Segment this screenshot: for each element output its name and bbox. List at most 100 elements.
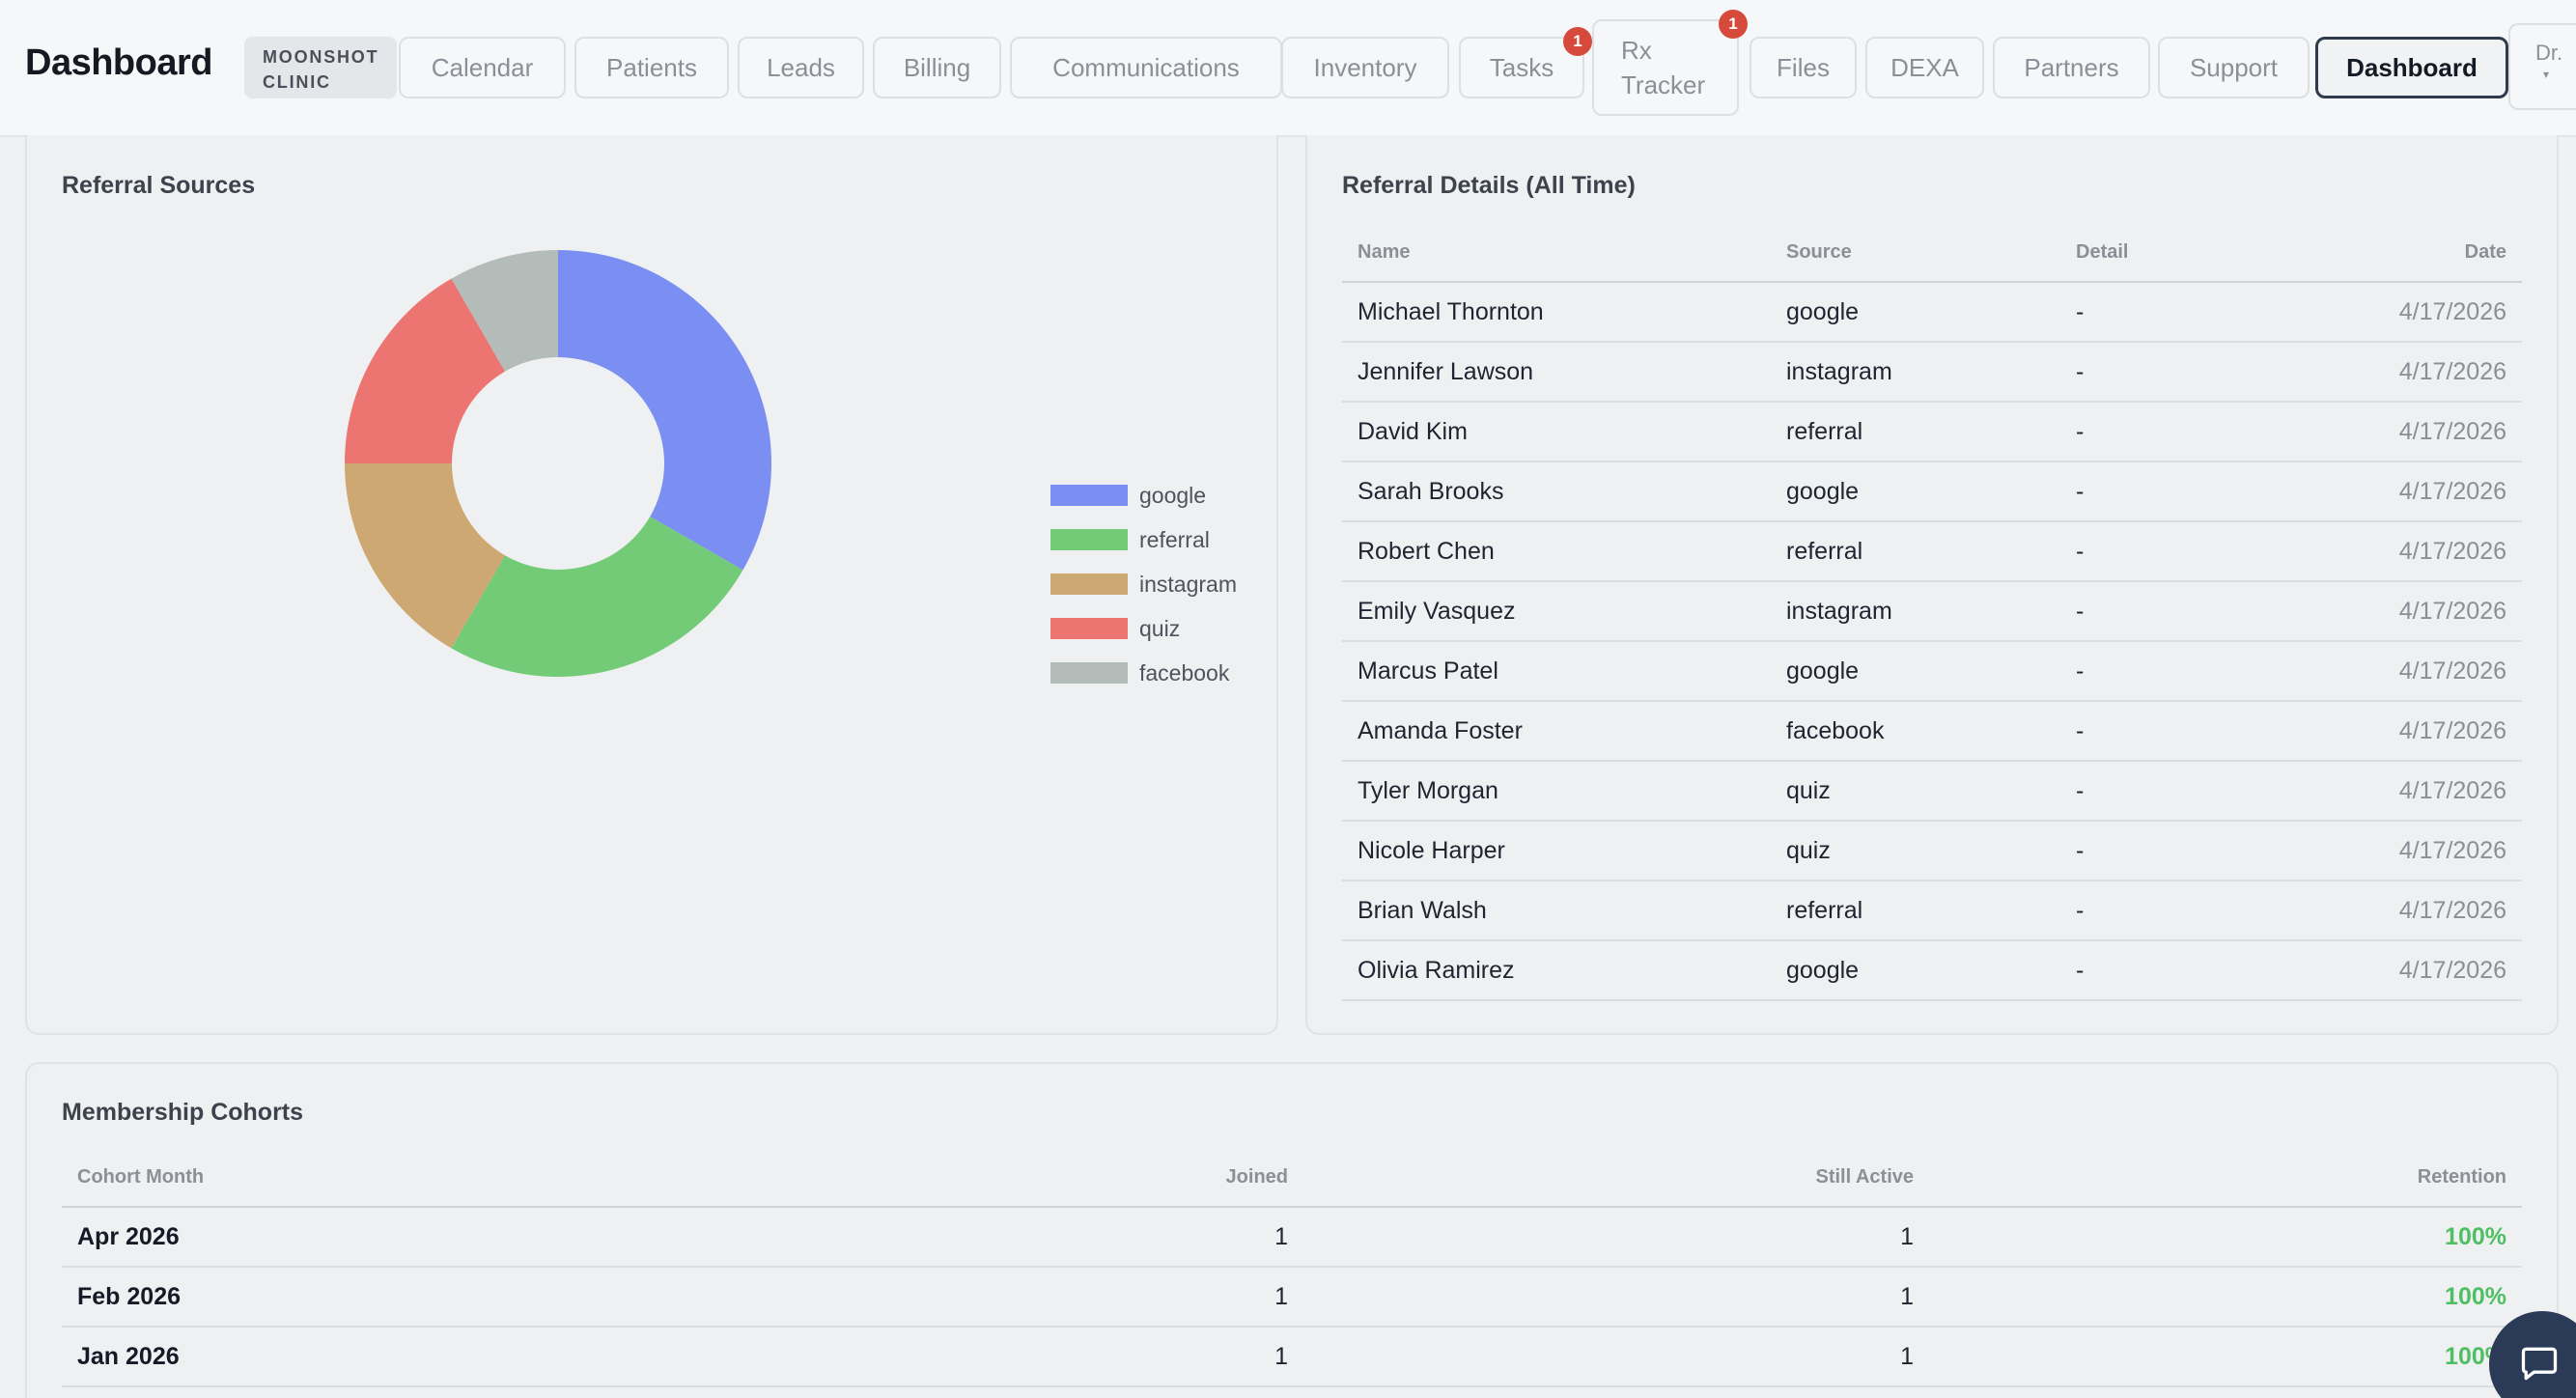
nav-tab-calendar[interactable]: Calendar [399,37,566,98]
legend-entry-instagram[interactable]: instagram [1050,562,1237,606]
table-row: Olivia Ramirez google -4/17/2026 [1342,940,2522,1001]
legend-entry-google[interactable]: google [1050,473,1237,517]
page-title: Dashboard [25,42,212,83]
cell-date: 4/17/2026 [2288,521,2522,582]
donut-slice-facebook[interactable] [451,250,559,372]
referral-sources-card: Referral Sources google referral instagram… [25,135,1278,1035]
cell-name: Robert Chen [1342,521,1786,582]
table-row: Feb 2026 1 1 100% [62,1267,2522,1328]
table-header-row: Cohort Month Joined Still Active Retenti… [62,1149,2522,1208]
nav-tab-dexa[interactable]: DEXA [1865,37,1984,98]
cell-name: Michael Thornton [1342,282,1786,343]
legend-entry-quiz[interactable]: quiz [1050,606,1237,651]
legend-swatch [1050,485,1128,506]
nav-tab-files[interactable]: Files [1750,37,1857,98]
rx-tracker-notification-badge: 1 [1719,10,1748,39]
cell-name: Amanda Foster [1342,701,1786,762]
user-menu-button[interactable]: Dr. ▾ [2508,23,2576,110]
cell-date: 4/17/2026 [2288,940,2522,1001]
cell-source: quiz [1786,821,2076,881]
cell-name: Brian Walsh [1342,881,1786,941]
table-row: Tyler Morgan quiz -4/17/2026 [1342,761,2522,822]
cell-source: facebook [1786,701,2076,762]
table-row: Apr 2026 1 1 100% [62,1207,2522,1268]
membership-cohorts-table: Cohort Month Joined Still Active Retenti… [62,1149,2522,1387]
cell-date: 4/17/2026 [2288,701,2522,762]
cell-source: referral [1786,521,2076,582]
cell-date: 4/17/2026 [2288,402,2522,462]
cell-date: 4/17/2026 [2288,342,2522,403]
cell-date: 4/17/2026 [2288,821,2522,881]
column-header-retention: Retention [1914,1149,2522,1208]
cell-retention: 100% [1914,1327,2522,1387]
nav-tab-inventory[interactable]: Inventory [1281,37,1449,98]
nav-tab-dashboard[interactable]: Dashboard [2315,37,2508,98]
legend-swatch [1050,529,1128,550]
cell-source: instagram [1786,342,2076,403]
nav-tab-communications[interactable]: Communications [1010,37,1282,98]
table-row: Nicole Harper quiz -4/17/2026 [1342,821,2522,881]
table-row: David Kim referral -4/17/2026 [1342,402,2522,462]
donut-slice-google[interactable] [558,250,771,571]
nav-tab-leads[interactable]: Leads [738,37,864,98]
rx-tracker-label-line-2: Tracker [1621,70,1706,99]
chat-bubble-icon [2521,1347,2558,1381]
legend-entry-facebook[interactable]: facebook [1050,651,1237,695]
cell-detail: - [2076,461,2288,522]
cell-still-active: 1 [1288,1267,1914,1328]
table-row: Jan 2026 1 1 100% [62,1327,2522,1387]
cell-source: instagram [1786,581,2076,642]
nav-tab-support[interactable]: Support [2158,37,2310,98]
cell-name: Emily Vasquez [1342,581,1786,642]
cell-name: Sarah Brooks [1342,461,1786,522]
cell-date: 4/17/2026 [2288,641,2522,702]
cell-name: Marcus Patel [1342,641,1786,702]
column-header-cohort-month: Cohort Month [62,1149,738,1208]
clinic-badge: MOONSHOT CLINIC [244,37,397,98]
cell-detail: - [2076,641,2288,702]
cell-source: google [1786,461,2076,522]
clinic-name-line-2: CLINIC [263,72,331,92]
nav-tab-billing[interactable]: Billing [873,37,1001,98]
legend-label: instagram [1139,571,1237,597]
donut-slice-quiz[interactable] [345,278,505,463]
cell-retention: 100% [1914,1207,2522,1268]
table-row: Robert Chen referral -4/17/2026 [1342,521,2522,582]
cell-joined: 1 [738,1267,1288,1328]
cell-name: Tyler Morgan [1342,761,1786,822]
cell-detail: - [2076,821,2288,881]
legend-entry-referral[interactable]: referral [1050,517,1237,562]
rx-tracker-label-line-1: Rx [1621,36,1652,65]
nav-tab-rx-tracker[interactable]: Rx Tracker [1592,19,1739,116]
table-row: Brian Walsh referral -4/17/2026 [1342,881,2522,941]
referral-details-title: Referral Details (All Time) [1342,172,1636,199]
referral-sources-legend: google referral instagram quiz facebook [1050,473,1237,695]
cell-still-active: 1 [1288,1207,1914,1268]
cell-source: google [1786,282,2076,343]
cell-detail: - [2076,940,2288,1001]
cell-joined: 1 [738,1327,1288,1387]
column-header-source: Source [1786,224,2076,283]
cell-source: google [1786,940,2076,1001]
legend-label: google [1139,482,1207,508]
referral-details-table: Name Source Detail Date Michael Thornton… [1342,224,2522,1001]
donut-slice-referral[interactable] [451,517,743,677]
cell-still-active: 1 [1288,1327,1914,1387]
nav-tab-partners[interactable]: Partners [1993,37,2150,98]
column-header-name: Name [1342,224,1786,283]
cell-cohort-month: Apr 2026 [62,1207,738,1268]
cell-source: google [1786,641,2076,702]
column-header-date: Date [2288,224,2522,283]
legend-label: referral [1139,526,1210,552]
cell-detail: - [2076,342,2288,403]
tasks-notification-badge: 1 [1563,27,1592,56]
cell-source: referral [1786,402,2076,462]
legend-swatch [1050,618,1128,639]
cell-detail: - [2076,402,2288,462]
table-row: Amanda Foster facebook -4/17/2026 [1342,701,2522,762]
legend-swatch [1050,573,1128,595]
clinic-name-line-1: MOONSHOT [263,47,379,67]
donut-slice-instagram[interactable] [345,463,505,649]
nav-tab-patients[interactable]: Patients [574,37,729,98]
column-header-joined: Joined [738,1149,1288,1208]
